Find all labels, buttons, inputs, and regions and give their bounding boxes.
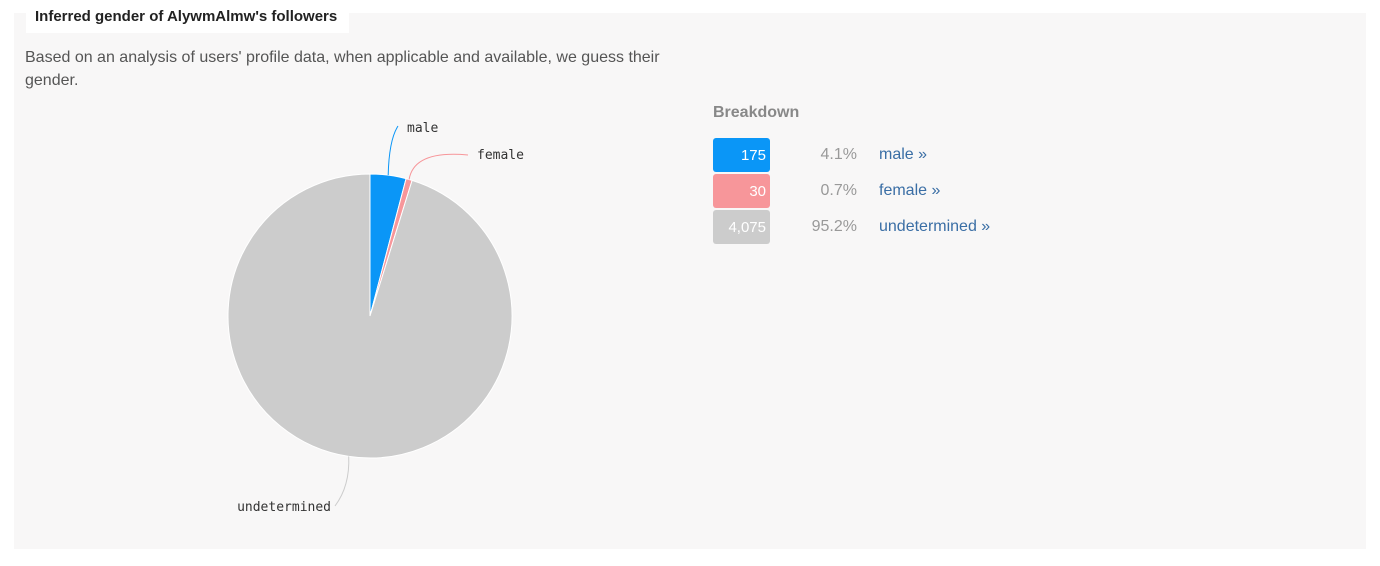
breakdown-title: Breakdown bbox=[713, 104, 800, 121]
female-link[interactable]: female » bbox=[879, 182, 941, 199]
undetermined-count-badge: 4,075 bbox=[713, 210, 770, 244]
breakdown-row-male: 175 4.1% male » bbox=[713, 138, 1113, 174]
pie-label-male: male bbox=[407, 121, 438, 136]
undetermined-link[interactable]: undetermined » bbox=[879, 218, 991, 235]
undetermined-percent: 95.2% bbox=[811, 218, 857, 235]
pie-connector-undetermined bbox=[334, 456, 350, 507]
pie-label-undetermined: undetermined bbox=[237, 500, 331, 515]
breakdown-row-undetermined: 4,075 95.2% undetermined » bbox=[713, 210, 1113, 246]
breakdown-row-female: 30 0.7% female » bbox=[713, 174, 1113, 210]
pie-label-female: female bbox=[477, 148, 524, 163]
panel-description: Based on an analysis of users' profile d… bbox=[25, 49, 660, 89]
pie-slice-undetermined bbox=[227, 173, 513, 459]
male-count-badge: 175 bbox=[713, 138, 770, 172]
male-link[interactable]: male » bbox=[879, 146, 928, 163]
female-count-badge: 30 bbox=[713, 174, 770, 208]
pie-connector-female bbox=[408, 153, 469, 180]
female-percent: 0.7% bbox=[820, 182, 857, 199]
panel-title: Inferred gender of AlywmAlmw's followers bbox=[26, 0, 350, 33]
breakdown-legend: 175 4.1% male » 30 0.7% female » 4,075 9… bbox=[713, 138, 1113, 246]
male-percent: 4.1% bbox=[820, 146, 857, 163]
pie-connector-male bbox=[387, 125, 399, 176]
